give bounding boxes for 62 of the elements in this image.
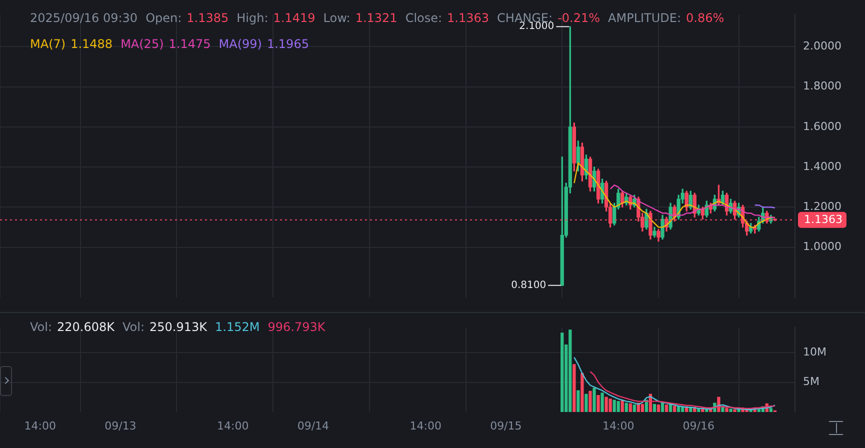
bar <box>584 394 588 412</box>
bar <box>592 388 596 412</box>
bar <box>664 404 668 412</box>
y-tick-label: 10M <box>803 345 826 358</box>
text: MA(99) <box>218 37 262 51</box>
bar <box>580 373 584 412</box>
annotation: 1.1488 <box>70 37 113 51</box>
x-tick-label: 09/13 <box>104 419 136 432</box>
y-tick-label: 1.0000 <box>803 240 842 254</box>
annotation: High: 1.1419 <box>236 11 316 25</box>
bar <box>640 404 644 412</box>
bar <box>725 408 728 412</box>
bar <box>568 330 572 412</box>
x-tick-label: 14:00 <box>217 419 249 432</box>
bar <box>600 392 604 412</box>
annotation: 1.1965 <box>266 37 309 51</box>
bar <box>656 404 660 412</box>
x-tick-label: 09/15 <box>490 419 522 432</box>
x-tick-label: 14:00 <box>410 419 442 432</box>
y-tick-label: 1.6000 <box>803 120 842 133</box>
bar <box>672 406 676 412</box>
bar <box>632 404 636 412</box>
y-tick-label: 1.2000 <box>803 200 842 214</box>
annotation: Low: 1.1321 <box>323 11 398 25</box>
bar <box>733 409 736 412</box>
bar <box>560 332 564 412</box>
bar <box>620 400 624 412</box>
y-tick-label: 1.4000 <box>803 160 842 173</box>
bar <box>616 400 620 412</box>
annotation: 0.8100 <box>511 280 546 291</box>
bar <box>588 390 592 412</box>
annotation: Vol: 250.913K <box>122 320 207 334</box>
annotation: AMPLITUDE: 0.86% <box>608 11 724 25</box>
x-tick-label: 09/16 <box>682 419 714 432</box>
y-tick-label: 1.8000 <box>803 80 842 93</box>
annotation: 1.152M <box>215 320 260 334</box>
bar <box>612 400 616 412</box>
text: MA(25) <box>120 37 164 51</box>
bar <box>608 398 612 412</box>
y-tick-label: 5M <box>803 375 820 388</box>
bar <box>576 390 580 412</box>
bar <box>729 408 732 412</box>
x-tick-label: 14:00 <box>24 419 56 432</box>
bar <box>769 408 772 412</box>
bar <box>721 406 724 412</box>
bar <box>628 403 632 412</box>
text: MA(7) <box>30 37 66 51</box>
ref-line-label: 1.1363 <box>804 212 842 226</box>
x-tick-label: 14:00 <box>602 419 634 432</box>
annotation: Vol: 220.608K <box>30 320 114 334</box>
annotation: 996.793K <box>268 320 326 334</box>
annotation: Close: 1.1363 <box>405 11 490 25</box>
bar <box>596 395 600 412</box>
bar <box>624 402 628 412</box>
x-tick-label: 09/14 <box>297 419 330 432</box>
bar <box>604 396 608 412</box>
y-tick-label: 2.0000 <box>803 40 842 53</box>
bar <box>572 364 576 412</box>
annotation: 2025/09/16 09:30 <box>30 11 138 25</box>
annotation: 1.1475 <box>168 37 211 51</box>
bar <box>652 404 656 412</box>
annotation: Open: 1.1385 <box>146 11 229 25</box>
